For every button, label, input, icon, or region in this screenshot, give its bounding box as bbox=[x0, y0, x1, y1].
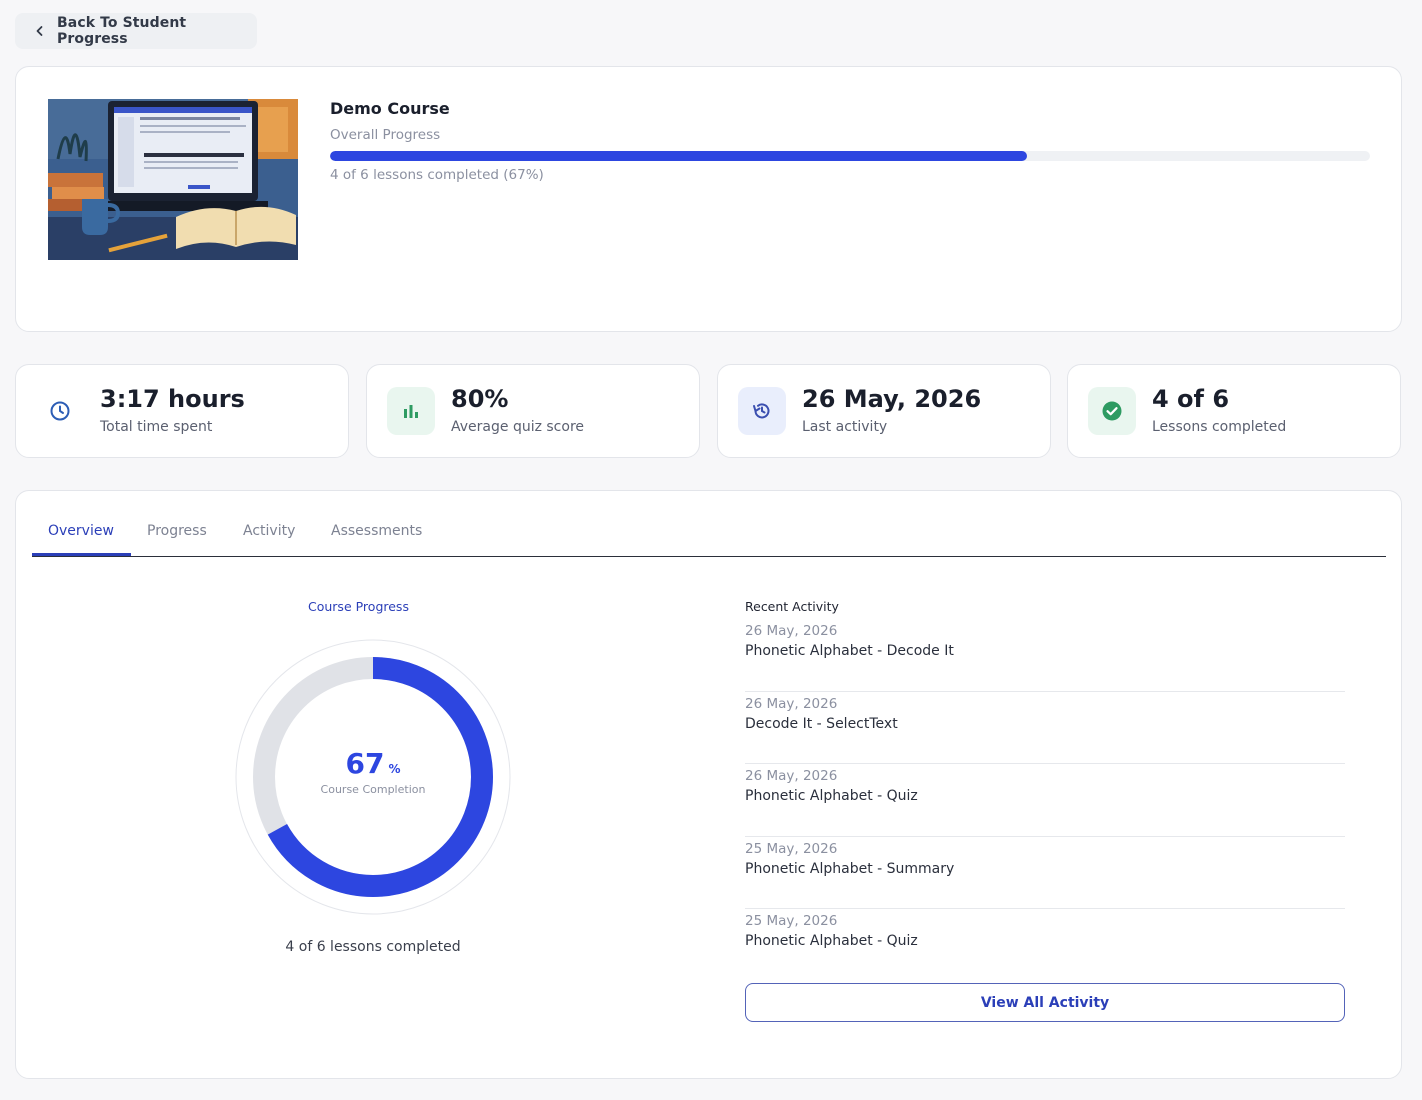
back-button-label: Back To Student Progress bbox=[57, 15, 187, 47]
activity-date: 25 May, 2026 bbox=[745, 913, 838, 929]
completion-value: 67% bbox=[235, 747, 511, 780]
completion-label: Course Completion bbox=[320, 783, 426, 796]
activity-item: 26 May, 2026 Decode It - SelectText bbox=[745, 692, 1345, 764]
stat-card-last-activity: 26 May, 2026 Last activity bbox=[717, 364, 1051, 458]
activity-item: 25 May, 2026 Phonetic Alphabet - Quiz bbox=[745, 909, 1345, 982]
tab-progress[interactable]: Progress bbox=[147, 523, 207, 539]
overall-progress-fill bbox=[330, 151, 1027, 161]
chevron-left-icon bbox=[33, 24, 47, 38]
overall-progress-text: 4 of 6 lessons completed (67%) bbox=[330, 167, 544, 183]
course-summary-card: Demo Course Overall Progress 4 of 6 less… bbox=[15, 66, 1402, 332]
activity-item: 25 May, 2026 Phonetic Alphabet - Summary bbox=[745, 837, 1345, 909]
overall-progress-bar bbox=[330, 151, 1370, 161]
overall-progress-label: Overall Progress bbox=[330, 127, 441, 143]
stat-value: 4 of 6 bbox=[1152, 385, 1230, 413]
stat-label: Last activity bbox=[802, 419, 888, 435]
stat-label: Total time spent bbox=[100, 419, 213, 435]
stat-label: Lessons completed bbox=[1152, 419, 1287, 435]
stat-card-quiz-score: 80% Average quiz score bbox=[366, 364, 700, 458]
activity-date: 26 May, 2026 bbox=[745, 695, 838, 712]
stat-value: 26 May, 2026 bbox=[802, 385, 982, 413]
active-tab-indicator bbox=[32, 553, 131, 556]
tab-activity[interactable]: Activity bbox=[243, 523, 296, 539]
back-to-student-progress-button[interactable]: Back To Student Progress bbox=[15, 13, 257, 49]
recent-activity-title: Recent Activity bbox=[745, 599, 839, 614]
completion-number: 67 bbox=[345, 747, 385, 780]
activity-name: Phonetic Alphabet - Decode It bbox=[745, 643, 954, 659]
clock-icon bbox=[36, 387, 84, 435]
activity-item: 26 May, 2026 Phonetic Alphabet - Quiz bbox=[745, 764, 1345, 837]
course-progress-title: Course Progress bbox=[308, 599, 409, 614]
activity-date: 26 May, 2026 bbox=[745, 768, 838, 784]
tab-bar: Overview Progress Activity Assessments bbox=[32, 491, 1386, 557]
history-icon bbox=[738, 387, 786, 435]
donut-progress-arc bbox=[253, 657, 493, 897]
activity-date: 26 May, 2026 bbox=[745, 623, 838, 639]
check-circle-icon bbox=[1088, 387, 1136, 435]
bar-chart-icon bbox=[387, 387, 435, 435]
completion-unit: % bbox=[388, 762, 401, 776]
donut-chart bbox=[235, 639, 511, 915]
stat-card-time-spent: 3:17 hours Total time spent bbox=[15, 364, 349, 458]
tab-overview[interactable]: Overview bbox=[48, 523, 114, 539]
course-detail-panel: Overview Progress Activity Assessments C… bbox=[15, 490, 1402, 1079]
recent-activity-list: 26 May, 2026 Phonetic Alphabet - Decode … bbox=[745, 619, 1345, 982]
lessons-completed-text: 4 of 6 lessons completed bbox=[285, 939, 461, 955]
stat-card-lessons-completed: 4 of 6 Lessons completed bbox=[1067, 364, 1401, 458]
course-title: Demo Course bbox=[330, 99, 450, 118]
donut-outer-ring bbox=[235, 639, 511, 915]
stat-value: 80% bbox=[451, 385, 509, 413]
activity-date: 25 May, 2026 bbox=[745, 840, 838, 857]
activity-name: Phonetic Alphabet - Summary bbox=[745, 860, 955, 877]
stat-label: Average quiz score bbox=[451, 419, 585, 435]
activity-name: Phonetic Alphabet - Quiz bbox=[745, 788, 918, 804]
course-thumbnail-image bbox=[48, 99, 298, 260]
course-completion-donut: 67% Course Completion bbox=[235, 639, 511, 915]
tab-assessments[interactable]: Assessments bbox=[331, 523, 423, 539]
activity-name: Phonetic Alphabet - Quiz bbox=[745, 933, 918, 949]
activity-name: Decode It - SelectText bbox=[745, 715, 898, 732]
activity-item: 26 May, 2026 Phonetic Alphabet - Decode … bbox=[745, 619, 1345, 692]
stat-value: 3:17 hours bbox=[100, 385, 245, 413]
view-all-activity-button[interactable]: View All Activity bbox=[745, 983, 1345, 1022]
